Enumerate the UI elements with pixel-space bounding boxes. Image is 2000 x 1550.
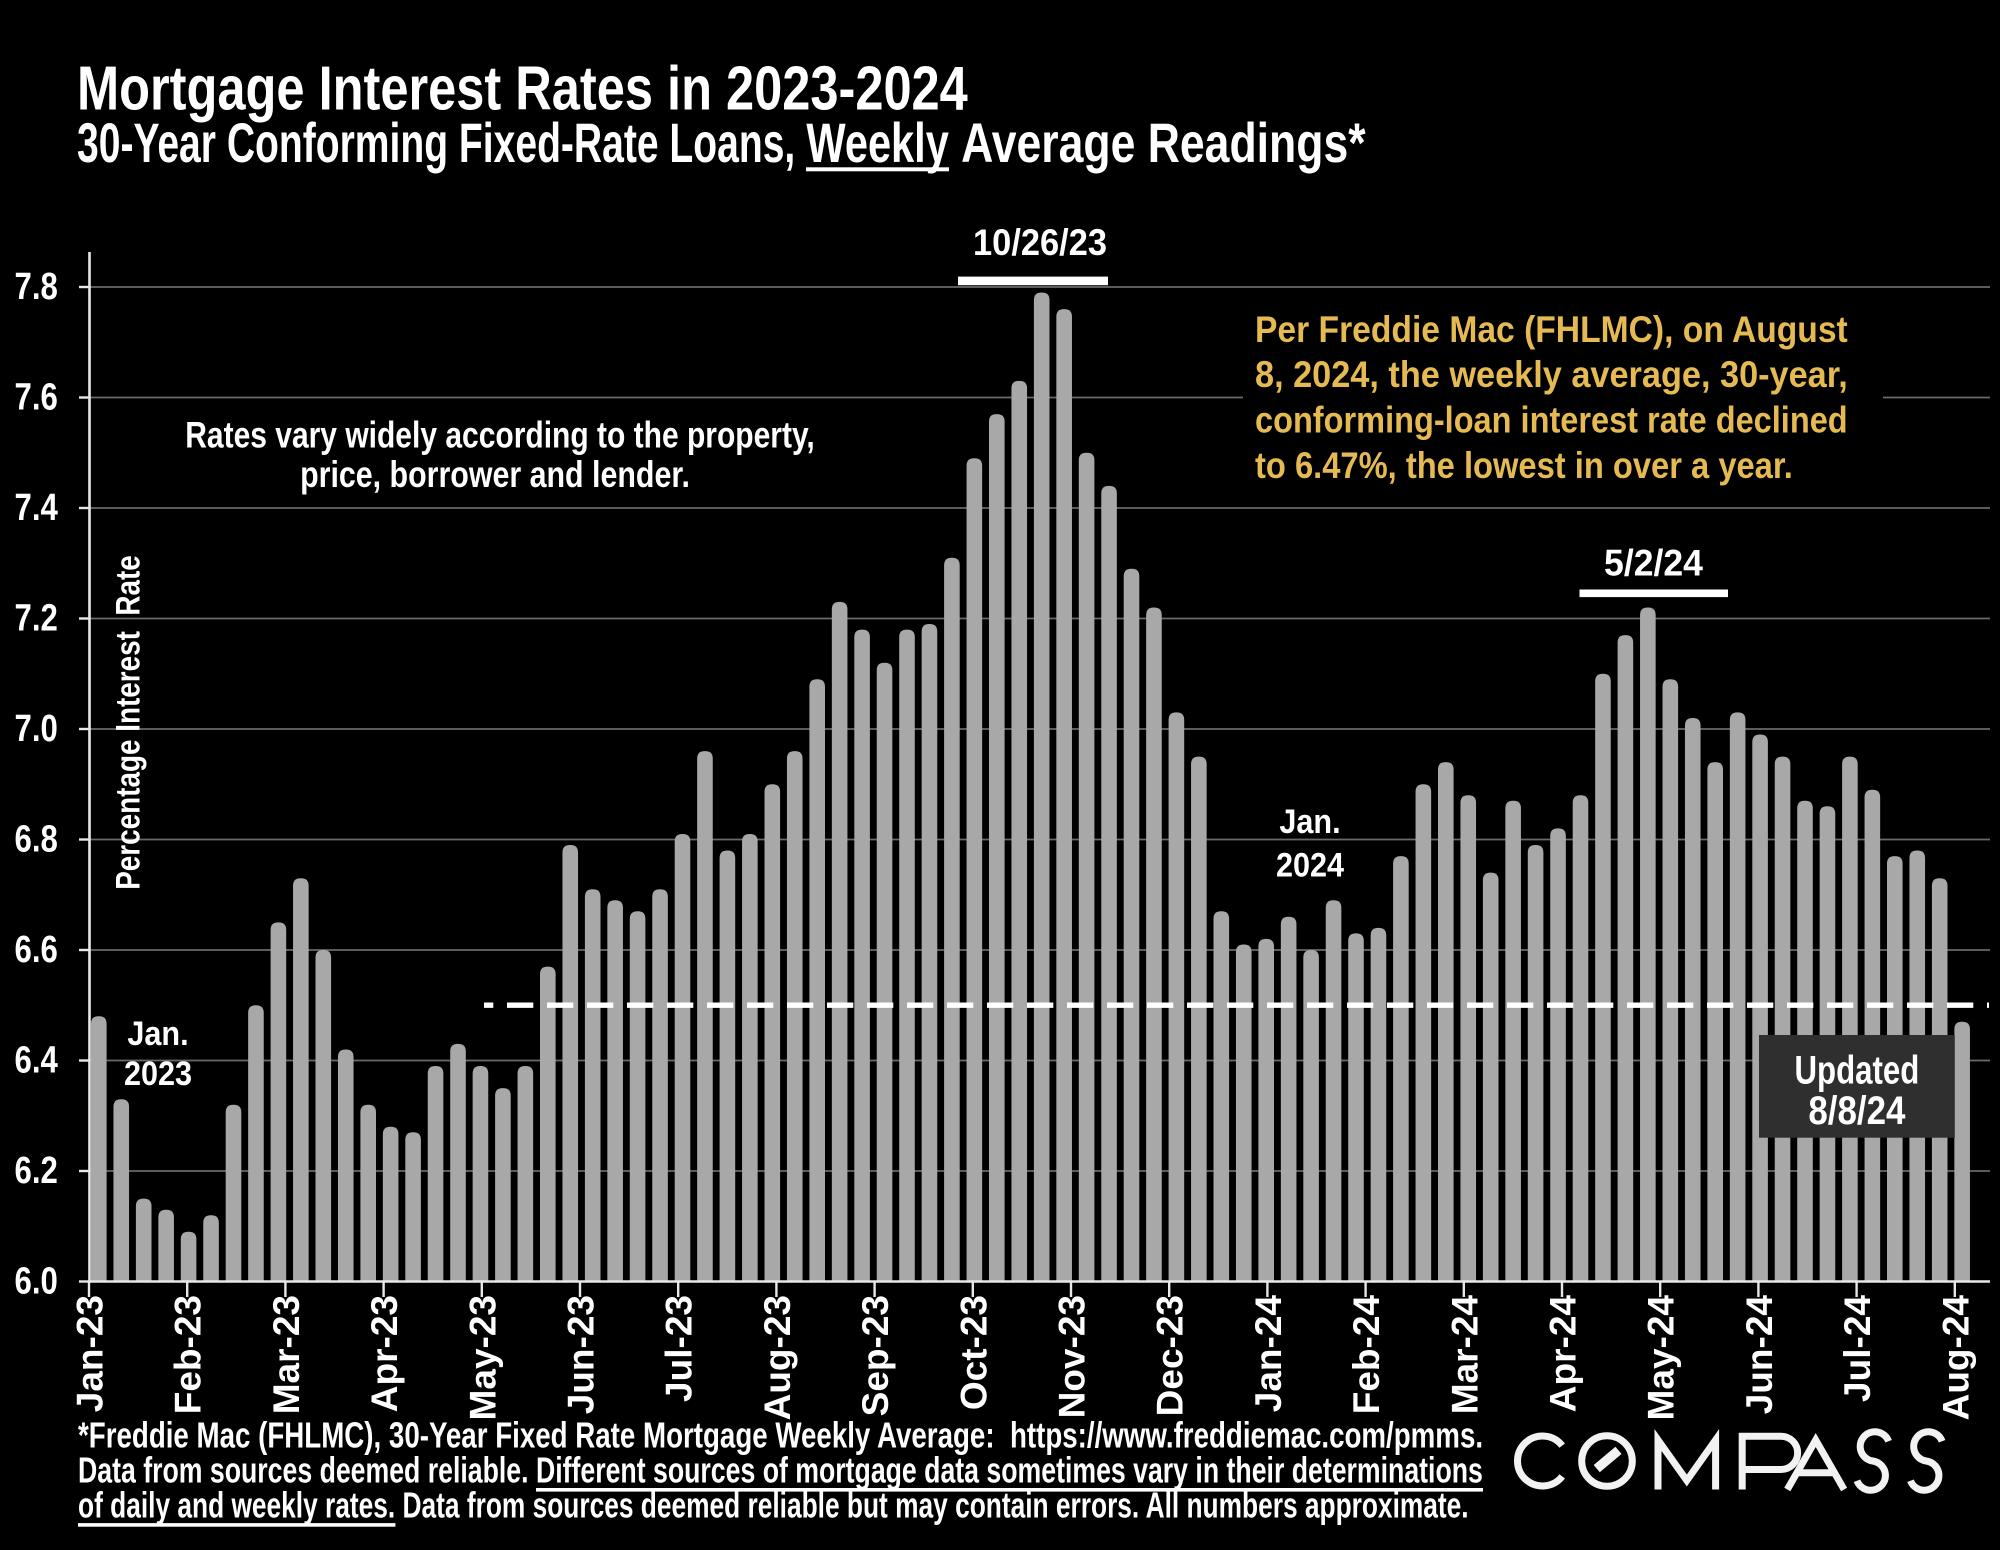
svg-text:Dec-23: Dec-23 xyxy=(1150,1295,1191,1416)
svg-text:Weekly: Weekly xyxy=(806,112,949,174)
svg-text:7.4: 7.4 xyxy=(14,487,58,529)
svg-text:Mar-24: Mar-24 xyxy=(1444,1295,1485,1415)
svg-text:Percentage Interest Rate: Percentage Interest Rate xyxy=(109,555,147,890)
svg-text:Nov-23: Nov-23 xyxy=(1052,1295,1093,1418)
svg-text:Apr-24: Apr-24 xyxy=(1543,1295,1584,1413)
svg-text:6.8: 6.8 xyxy=(14,819,57,861)
svg-text:7.6: 7.6 xyxy=(14,377,57,419)
svg-text:to 6.47%, the lowest in over a: to 6.47%, the lowest in over a year. xyxy=(1255,445,1793,486)
svg-text:Jan-23: Jan-23 xyxy=(70,1295,111,1412)
svg-text:Jan.: Jan. xyxy=(127,1015,188,1053)
svg-text:Mortgage Interest Rates in 202: Mortgage Interest Rates in 2023-2024 xyxy=(77,54,968,123)
svg-text:Mar-23: Mar-23 xyxy=(266,1295,307,1414)
svg-text:Average Readings*: Average Readings* xyxy=(949,111,1366,174)
svg-text:6.0: 6.0 xyxy=(14,1261,57,1303)
svg-text:8, 2024, the weekly average, 3: 8, 2024, the weekly average, 30-year, xyxy=(1255,354,1848,395)
svg-text:Per Freddie Mac (FHLMC), on Au: Per Freddie Mac (FHLMC), on August xyxy=(1255,309,1848,350)
svg-text:7.2: 7.2 xyxy=(14,598,57,640)
svg-text:Rates vary widely according to: Rates vary widely according to the prope… xyxy=(185,416,815,457)
svg-text:2023: 2023 xyxy=(124,1055,192,1093)
svg-text:30-Year Conforming Fixed-Rate: 30-Year Conforming Fixed-Rate Loans, xyxy=(77,112,806,175)
svg-text:*Freddie Mac (FHLMC), 30-Year: *Freddie Mac (FHLMC), 30-Year Fixed Rate… xyxy=(78,1415,1483,1455)
svg-text:6.4: 6.4 xyxy=(14,1040,58,1082)
svg-text:Jun-23: Jun-23 xyxy=(561,1295,602,1414)
svg-text:Jul-23: Jul-23 xyxy=(659,1295,700,1402)
svg-text:Oct-23: Oct-23 xyxy=(953,1295,994,1410)
svg-text:Data from sources deemed relia: Data from sources deemed reliable. Diffe… xyxy=(78,1450,1483,1491)
svg-text:Updated: Updated xyxy=(1795,1048,1920,1093)
svg-text:Sep-23: Sep-23 xyxy=(855,1295,896,1416)
svg-text:Jan-24: Jan-24 xyxy=(1248,1295,1289,1413)
svg-text:price, borrower and lender.: price, borrower and lender. xyxy=(300,454,690,496)
svg-text:7.0: 7.0 xyxy=(14,708,57,750)
svg-text:May-23: May-23 xyxy=(462,1295,503,1420)
svg-text:May-24: May-24 xyxy=(1641,1295,1682,1421)
svg-text:5/2/24: 5/2/24 xyxy=(1604,542,1703,584)
svg-text:Feb-24: Feb-24 xyxy=(1346,1295,1387,1415)
svg-text:7.8: 7.8 xyxy=(14,266,57,308)
svg-text:8/8/24: 8/8/24 xyxy=(1808,1088,1905,1133)
svg-text:Apr-23: Apr-23 xyxy=(364,1295,405,1412)
svg-text:Jun-24: Jun-24 xyxy=(1739,1295,1780,1415)
svg-text:6.2: 6.2 xyxy=(14,1150,57,1192)
svg-text:Feb-23: Feb-23 xyxy=(168,1295,209,1414)
svg-text:conforming-loan interest rate: conforming-loan interest rate declined xyxy=(1255,400,1848,441)
svg-text:10/26/23: 10/26/23 xyxy=(973,222,1107,263)
svg-text:Jan.: Jan. xyxy=(1279,803,1340,841)
svg-text:2024: 2024 xyxy=(1276,846,1344,884)
svg-text:Jul-24: Jul-24 xyxy=(1837,1295,1878,1402)
svg-text:Aug-24: Aug-24 xyxy=(1935,1295,1976,1421)
svg-text:6.6: 6.6 xyxy=(14,929,57,971)
svg-text:Aug-23: Aug-23 xyxy=(757,1295,798,1420)
